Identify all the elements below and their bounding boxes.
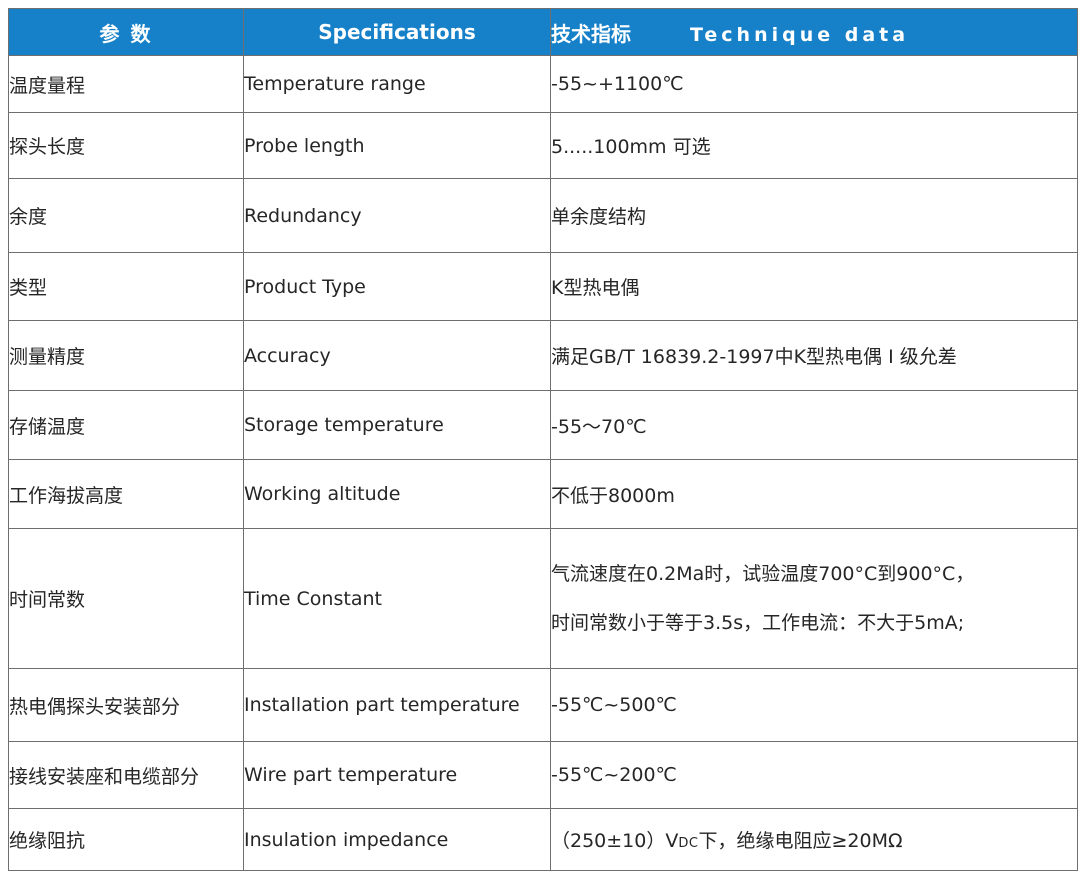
table-row: 测量精度 Accuracy 满足GB/T 16839.2-1997中K型热电偶 …: [8, 320, 1078, 391]
row-param-cn: 绝缘阻抗: [8, 808, 244, 871]
row-spec-en: Accuracy: [243, 320, 551, 391]
row-spec-en: Probe length: [243, 112, 551, 179]
table-row: 绝缘阻抗 Insulation impedance （250±10）VDC下，绝…: [8, 808, 1078, 871]
header-parameter: 参 数: [8, 8, 244, 56]
table-row: 类型 Product Type K型热电偶: [8, 252, 1078, 321]
row-param-cn: 存储温度: [8, 390, 244, 460]
header-row: 参 数 Specifications 技术指标 Technique data: [8, 8, 1078, 56]
row-spec-en: Working altitude: [243, 459, 551, 529]
row-param-cn: 接线安装座和电缆部分: [8, 741, 244, 809]
table-body: 温度量程 Temperature range -55~+1100℃ 探头长度 P…: [8, 55, 1078, 871]
row-value: 满足GB/T 16839.2-1997中K型热电偶 Ⅰ 级允差: [550, 320, 1078, 391]
row-spec-en: Time Constant: [243, 528, 551, 669]
table-row: 热电偶探头安装部分 Installation part temperature …: [8, 668, 1078, 742]
row-value: 不低于8000m: [550, 459, 1078, 529]
row-value: -55℃~200℃: [550, 741, 1078, 809]
row-param-cn: 温度量程: [8, 55, 244, 113]
row-value: （250±10）VDC下，绝缘电阻应≥20MΩ: [550, 808, 1078, 871]
table-header: 参 数 Specifications 技术指标 Technique data: [8, 8, 1078, 56]
table-row: 时间常数 Time Constant 气流速度在0.2Ma时，试验温度700°C…: [8, 528, 1078, 669]
header-specifications: Specifications: [243, 8, 551, 56]
row-spec-en: Installation part temperature: [243, 668, 551, 742]
row-value: 气流速度在0.2Ma时，试验温度700°C到900°C， 时间常数小于等于3.5…: [550, 528, 1078, 669]
table-row: 探头长度 Probe length 5.....100mm 可选: [8, 112, 1078, 179]
row-value-suffix: 下，绝缘电阻应≥20MΩ: [698, 830, 903, 852]
row-param-cn: 余度: [8, 178, 244, 253]
row-param-cn: 热电偶探头安装部分: [8, 668, 244, 742]
row-spec-en: Temperature range: [243, 55, 551, 113]
row-spec-en: Insulation impedance: [243, 808, 551, 871]
row-value: 5.....100mm 可选: [550, 112, 1078, 179]
row-value-subscript: DC: [678, 836, 699, 851]
row-value: 单余度结构: [550, 178, 1078, 253]
table-row: 工作海拔高度 Working altitude 不低于8000m: [8, 459, 1078, 529]
row-param-cn: 时间常数: [8, 528, 244, 669]
row-spec-en: Redundancy: [243, 178, 551, 253]
row-value: -55～70℃: [550, 390, 1078, 460]
row-param-cn: 类型: [8, 252, 244, 321]
row-value-prefix: （250±10）V: [551, 830, 679, 852]
row-param-cn: 测量精度: [8, 320, 244, 391]
row-param-cn: 探头长度: [8, 112, 244, 179]
table-row: 余度 Redundancy 单余度结构: [8, 178, 1078, 253]
spec-table: 参 数 Specifications 技术指标 Technique data 温…: [8, 8, 1078, 871]
row-value: -55~+1100℃: [550, 55, 1078, 113]
row-param-cn: 工作海拔高度: [8, 459, 244, 529]
row-spec-en: Wire part temperature: [243, 741, 551, 809]
table-row: 温度量程 Temperature range -55~+1100℃: [8, 55, 1078, 113]
header-technique-en: Technique data: [689, 23, 910, 46]
row-value: K型热电偶: [550, 252, 1078, 321]
row-spec-en: Storage temperature: [243, 390, 551, 460]
header-technique-cn: 技术指标: [551, 21, 631, 46]
header-technique-data: 技术指标 Technique data: [550, 8, 1078, 56]
table-row: 存储温度 Storage temperature -55～70℃: [8, 390, 1078, 460]
row-value-line-1: 气流速度在0.2Ma时，试验温度700°C到900°C，: [551, 562, 975, 585]
table-row: 接线安装座和电缆部分 Wire part temperature -55℃~20…: [8, 741, 1078, 809]
row-value-line-2: 时间常数小于等于3.5s，工作电流：不大于5mA;: [551, 611, 965, 634]
row-value: -55℃~500℃: [550, 668, 1078, 742]
row-spec-en: Product Type: [243, 252, 551, 321]
